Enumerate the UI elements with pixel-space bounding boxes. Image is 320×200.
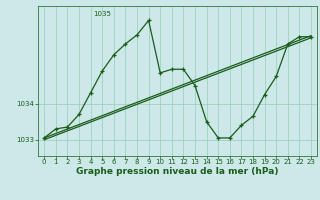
- X-axis label: Graphe pression niveau de la mer (hPa): Graphe pression niveau de la mer (hPa): [76, 167, 279, 176]
- Text: 1035: 1035: [93, 11, 111, 17]
